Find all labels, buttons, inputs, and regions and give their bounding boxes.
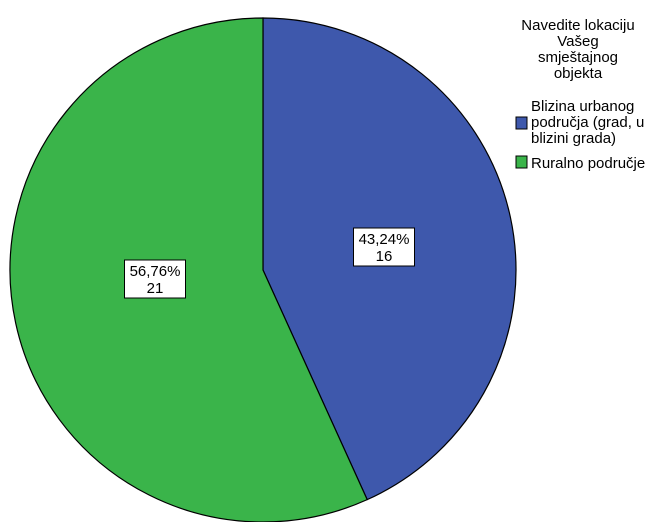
legend-label-2: Ruralno područje bbox=[531, 155, 645, 172]
legend-label-1: Blizina urbanog bbox=[531, 98, 634, 115]
pie-slices bbox=[9, 17, 517, 523]
slice-percent-label: 43,24% bbox=[359, 231, 410, 248]
legend: Navedite lokacijuVašegsmještajnogobjekta… bbox=[515, 17, 645, 172]
legend-title-line: objekta bbox=[554, 65, 603, 82]
slice-labels: 43,24%16 56,76%21 bbox=[124, 227, 415, 299]
legend-swatch-2 bbox=[515, 155, 528, 169]
slice-label-2: 56,76%21 bbox=[124, 259, 186, 299]
slice-count-label: 16 bbox=[376, 248, 393, 265]
slice-label-1: 43,24%16 bbox=[353, 227, 415, 267]
slice-count-label: 21 bbox=[147, 280, 164, 297]
legend-title-line: smještajnog bbox=[538, 49, 618, 66]
slice-label-box bbox=[353, 227, 415, 267]
slice-label-box bbox=[124, 259, 186, 299]
legend-swatch-1 bbox=[515, 116, 528, 130]
legend-title-line: Vašeg bbox=[557, 33, 598, 50]
slice-percent-label: 56,76% bbox=[130, 263, 181, 280]
legend-label-1: područja (grad, u bbox=[531, 114, 644, 131]
pie-slice-2 bbox=[9, 17, 369, 523]
legend-title-line: Navedite lokaciju bbox=[521, 17, 634, 34]
legend-label-1: blizini grada) bbox=[531, 130, 616, 147]
